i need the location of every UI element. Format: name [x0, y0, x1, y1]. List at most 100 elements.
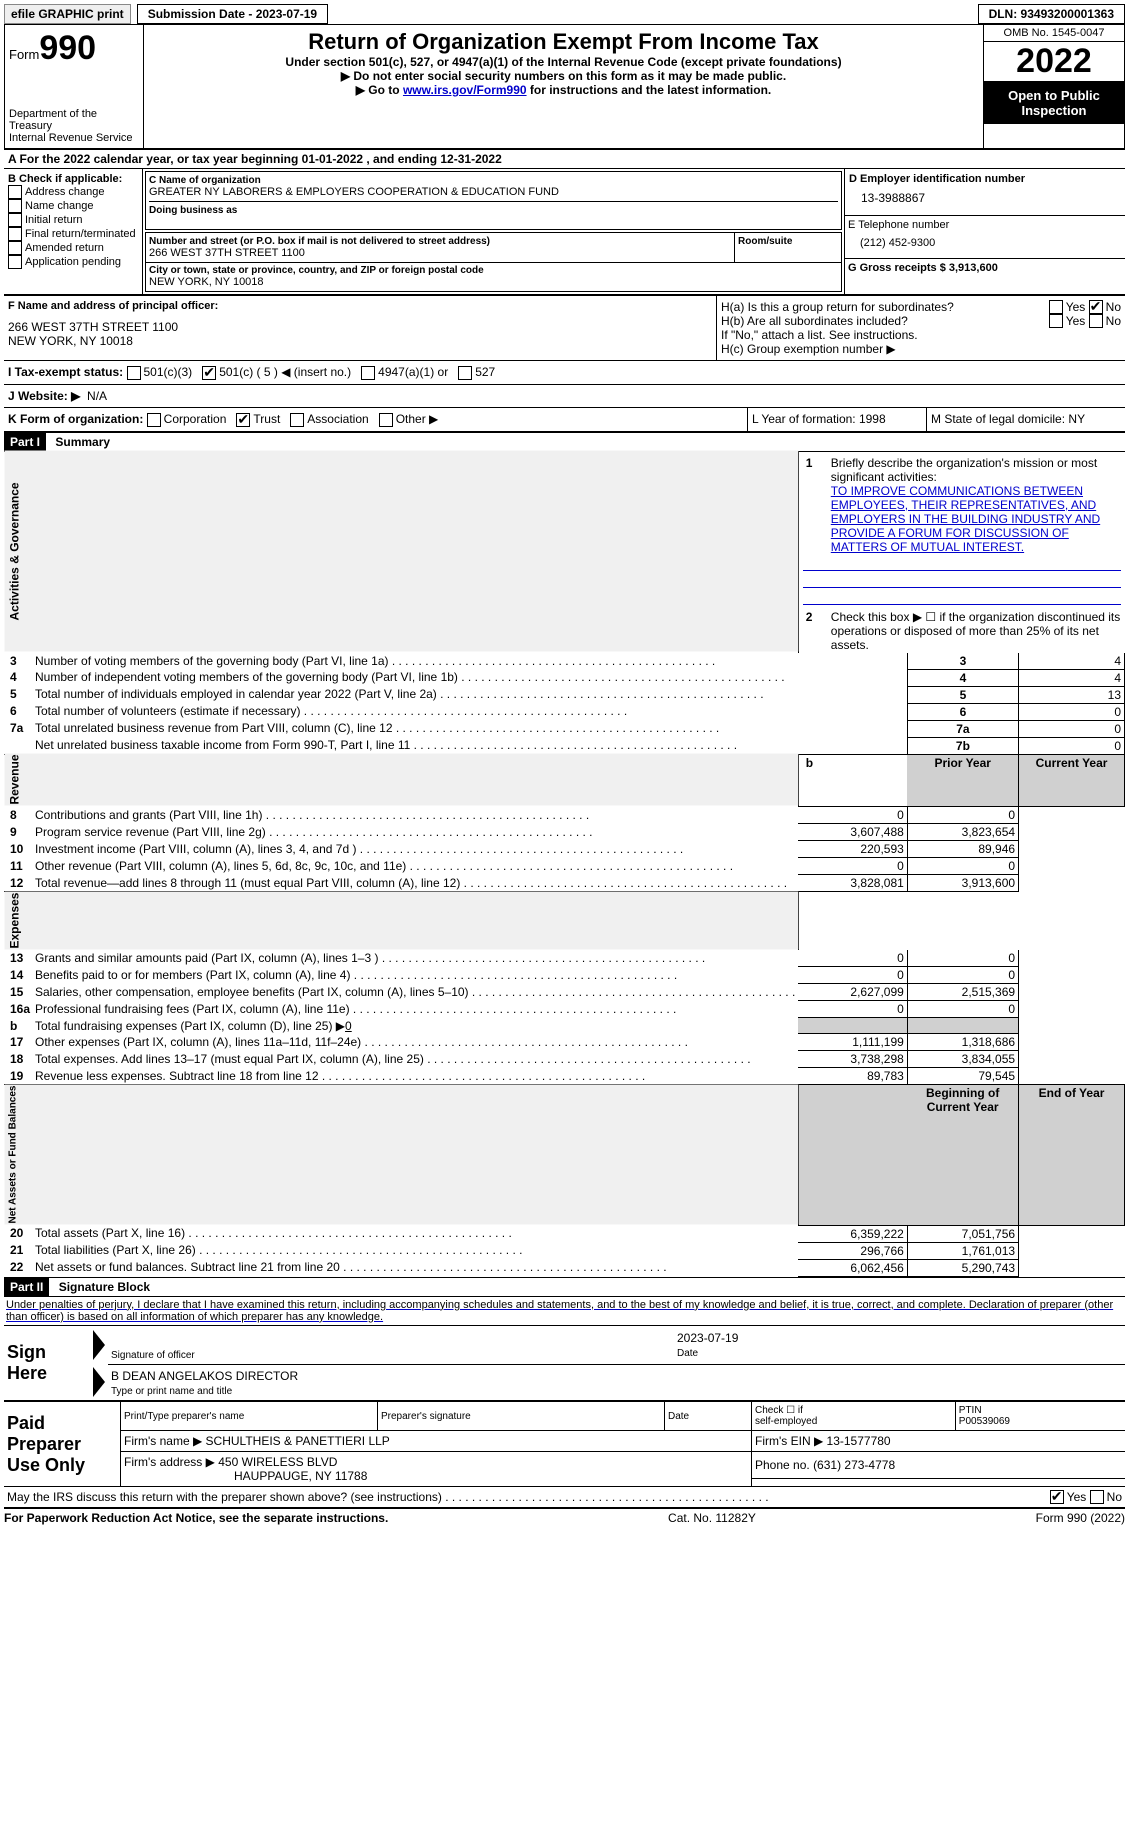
gross-receipts: G Gross receipts $ 3,913,600 [845, 258, 1125, 277]
street-value: 266 WEST 37TH STREET 1100 [149, 247, 731, 259]
state-domicile: M State of legal domicile: NY [926, 408, 1125, 431]
irs-label: Internal Revenue Service [9, 132, 139, 144]
officer-addr2: NEW YORK, NY 10018 [8, 334, 712, 348]
goto-link: ▶ Go to www.irs.gov/Form990 for instruct… [148, 83, 979, 97]
other-checkbox[interactable] [379, 413, 393, 427]
ein-value: 13-3988867 [849, 185, 1121, 211]
ha-no-checkbox[interactable] [1089, 300, 1103, 314]
527-checkbox[interactable] [458, 366, 472, 380]
final-return-checkbox[interactable] [8, 227, 22, 241]
discuss-yes-checkbox[interactable] [1050, 1490, 1064, 1504]
open-public: Open to Public Inspection [984, 82, 1124, 124]
part1-header: Part I [4, 433, 46, 451]
amended-checkbox[interactable] [8, 241, 22, 255]
row-a-calendar: A For the 2022 calendar year, or tax yea… [4, 149, 1125, 169]
firm-addr2: HAUPPAUGE, NY 11788 [124, 1469, 367, 1483]
discuss-no-checkbox[interactable] [1090, 1490, 1104, 1504]
firm-ein: 13-1577780 [827, 1434, 891, 1448]
addr-change-checkbox[interactable] [8, 185, 22, 199]
dept-treasury: Department of the Treasury [9, 108, 139, 132]
hb-yes-checkbox[interactable] [1049, 314, 1063, 328]
tax-year: 2022 [984, 42, 1124, 82]
form-header: Form990 Department of the Treasury Inter… [4, 24, 1125, 149]
discuss-text: May the IRS discuss this return with the… [7, 1490, 1050, 1504]
ha-yes-checkbox[interactable] [1049, 300, 1063, 314]
sign-date: 2023-07-19 [677, 1331, 1122, 1345]
arrow-icon [93, 1330, 105, 1360]
form-number: 990 [39, 29, 96, 67]
4947-checkbox[interactable] [361, 366, 375, 380]
form-title: Return of Organization Exempt From Incom… [148, 29, 979, 55]
hb-label: H(b) Are all subordinates included? [721, 314, 1049, 328]
omb-number: OMB No. 1545-0047 [984, 25, 1124, 42]
arrow-icon [93, 1367, 105, 1397]
assoc-checkbox[interactable] [290, 413, 304, 427]
firm-phone-label: Phone no. [755, 1458, 810, 1472]
section-b-label: B Check if applicable: [8, 173, 138, 185]
section-h: H(a) Is this a group return for subordin… [717, 296, 1125, 360]
prep-date-label: Date [665, 1402, 752, 1431]
sig-officer-label: Signature of officer [111, 1350, 195, 1361]
city-value: NEW YORK, NY 10018 [149, 276, 838, 288]
pending-checkbox[interactable] [8, 255, 22, 269]
initial-return-checkbox[interactable] [8, 213, 22, 227]
phone-value: (212) 452-9300 [848, 231, 1122, 255]
c-checkbox[interactable] [202, 366, 216, 380]
section-j: J Website: ▶ N/A [4, 385, 1125, 407]
corp-checkbox[interactable] [147, 413, 161, 427]
c3-checkbox[interactable] [127, 366, 141, 380]
part1-title: Summary [49, 433, 116, 451]
footer: For Paperwork Reduction Act Notice, see … [4, 1508, 1125, 1525]
officer-name: B DEAN ANGELAKOS DIRECTOR [111, 1369, 1122, 1383]
ein-label: D Employer identification number [849, 173, 1121, 185]
section-f: F Name and address of principal officer:… [4, 296, 717, 360]
sign-date-label: Date [677, 1348, 698, 1359]
form-word: Form [9, 47, 39, 62]
hc-label: H(c) Group exemption number ▶ [721, 342, 1121, 356]
sign-here-label: Sign Here [7, 1342, 47, 1383]
current-year-header: Current Year [1019, 754, 1125, 807]
name-change-checkbox[interactable] [8, 199, 22, 213]
website-value: N/A [87, 389, 107, 403]
q2-label: Check this box ▶ ☐ if the organization d… [831, 610, 1122, 652]
ssn-warning: ▶ Do not enter social security numbers o… [148, 69, 979, 83]
part2-header: Part II [4, 1278, 49, 1296]
form-subtitle: Under section 501(c), 527, or 4947(a)(1)… [148, 55, 979, 69]
paid-preparer-label: Paid Preparer Use Only [7, 1413, 85, 1475]
firm-addr1: 450 WIRELESS BLVD [218, 1455, 337, 1469]
section-deg: D Employer identification number 13-3988… [844, 169, 1125, 294]
trust-checkbox[interactable] [236, 413, 250, 427]
hb-no-checkbox[interactable] [1089, 314, 1103, 328]
hb-note: If "No," attach a list. See instructions… [721, 328, 1121, 342]
part2-title: Signature Block [53, 1278, 156, 1296]
ptin-value: P00539069 [959, 1416, 1122, 1427]
efile-bar: efile GRAPHIC print Submission Date - 20… [4, 4, 1125, 24]
city-label: City or town, state or province, country… [149, 265, 838, 276]
section-c: C Name of organization GREATER NY LABORE… [143, 169, 844, 294]
irs-link[interactable]: www.irs.gov/Form990 [403, 83, 527, 97]
end-year-header: End of Year [1019, 1085, 1125, 1226]
officer-name-label: Type or print name and title [111, 1386, 232, 1397]
self-emp-label: self-employed [755, 1416, 952, 1427]
street-label: Number and street (or P.O. box if mail i… [149, 236, 731, 247]
submission-date: Submission Date - 2023-07-19 [137, 4, 328, 24]
revenue-label: Revenue [4, 754, 798, 807]
prior-year-header: Prior Year [907, 754, 1018, 807]
officer-addr1: 266 WEST 37TH STREET 1100 [8, 320, 712, 334]
section-i: I Tax-exempt status: 501(c)(3) 501(c) ( … [4, 361, 1125, 384]
penalties-text: Under penalties of perjury, I declare th… [4, 1296, 1125, 1325]
form-org-label: K Form of organization: [8, 412, 143, 426]
beg-year-header: Beginning of Current Year [907, 1085, 1018, 1226]
footer-right: Form 990 (2022) [1036, 1511, 1125, 1525]
mission-text: TO IMPROVE COMMUNICATIONS BETWEEN EMPLOY… [803, 484, 1121, 554]
efile-print-button[interactable]: efile GRAPHIC print [4, 4, 131, 24]
firm-phone: (631) 273-4778 [813, 1458, 895, 1472]
room-label: Room/suite [734, 233, 841, 262]
dln: DLN: 93493200001363 [978, 4, 1125, 24]
q1-label: Briefly describe the organization's miss… [831, 456, 1121, 484]
expenses-label: Expenses [4, 892, 798, 951]
footer-left: For Paperwork Reduction Act Notice, see … [4, 1511, 388, 1525]
org-name-label: C Name of organization [149, 175, 838, 186]
dba-label: Doing business as [149, 201, 838, 216]
ha-label: H(a) Is this a group return for subordin… [721, 300, 1049, 314]
